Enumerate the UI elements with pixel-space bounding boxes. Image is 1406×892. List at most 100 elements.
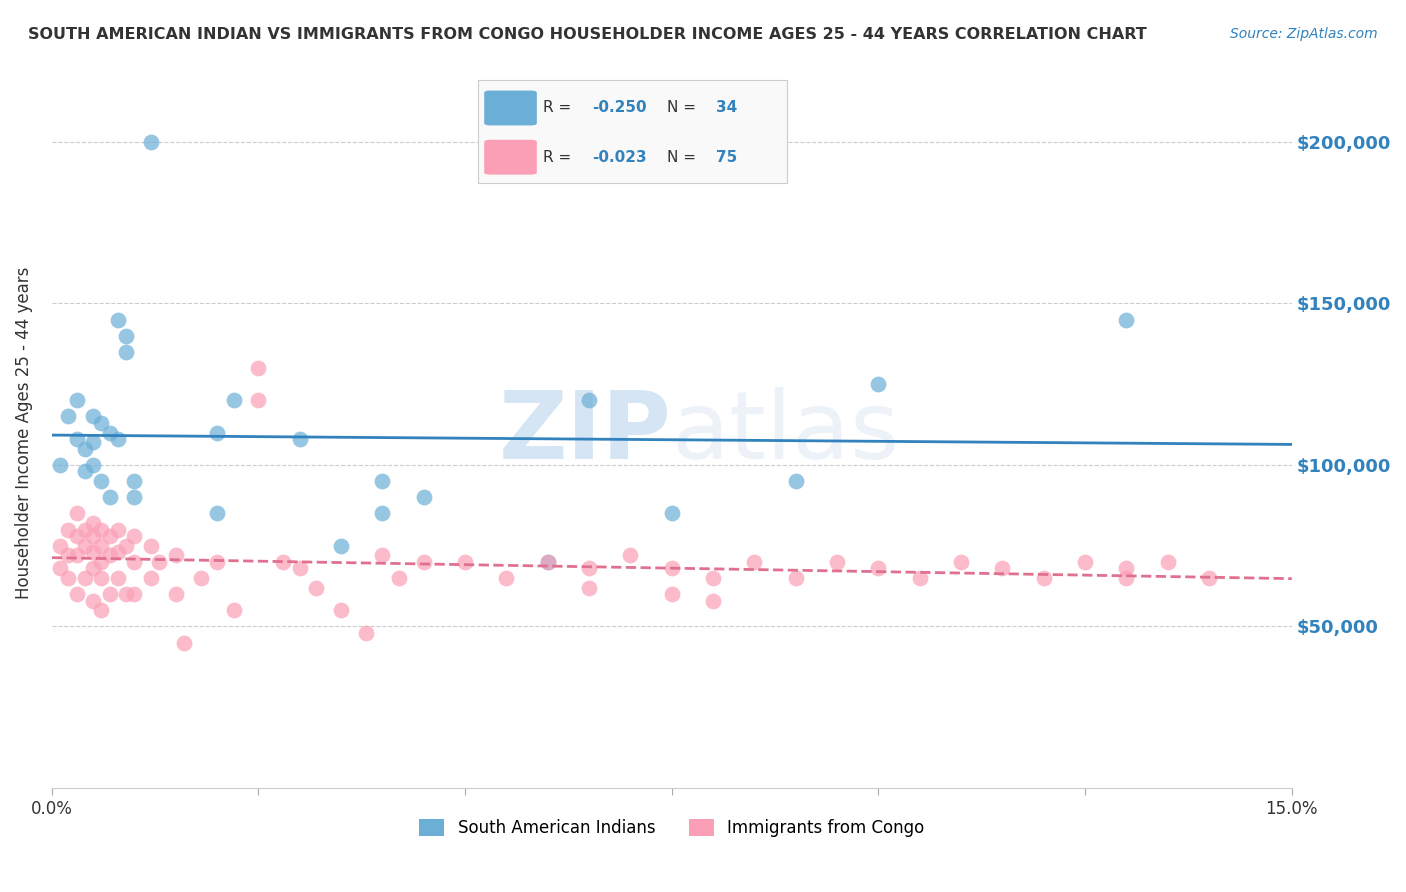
Point [58, 571, 80, 585]
Point [115, 587, 138, 601]
Text: atlas: atlas [672, 386, 900, 479]
Point [271, 555, 294, 569]
Point [90, 555, 112, 569]
Point [1115, 312, 1137, 326]
Point [619, 549, 641, 563]
Text: -0.250: -0.250 [592, 101, 647, 115]
Text: SOUTH AMERICAN INDIAN VS IMMIGRANTS FROM CONGO HOUSEHOLDER INCOME AGES 25 - 44 Y: SOUTH AMERICAN INDIAN VS IMMIGRANTS FROM… [28, 27, 1147, 42]
Point [107, 545, 129, 559]
Point [785, 571, 807, 585]
Point [49, 539, 72, 553]
Point [107, 312, 129, 326]
Point [1198, 571, 1220, 585]
Point [82, 529, 104, 543]
Point [90, 571, 112, 585]
Point [744, 555, 766, 569]
Point [107, 523, 129, 537]
Point [73, 539, 96, 553]
Point [115, 345, 138, 359]
Point [107, 571, 129, 585]
Point [1115, 571, 1137, 585]
Point [537, 555, 560, 569]
Point [868, 561, 890, 575]
Point [58, 523, 80, 537]
Point [82, 593, 104, 607]
Point [173, 635, 195, 649]
Point [165, 549, 187, 563]
Point [247, 393, 270, 408]
Point [82, 561, 104, 575]
Point [90, 416, 112, 430]
Point [139, 571, 162, 585]
Point [98, 529, 121, 543]
Text: Source: ZipAtlas.com: Source: ZipAtlas.com [1230, 27, 1378, 41]
Point [388, 571, 411, 585]
Point [65, 393, 87, 408]
Y-axis label: Householder Income Ages 25 - 44 years: Householder Income Ages 25 - 44 years [15, 267, 32, 599]
Point [82, 409, 104, 424]
Point [90, 523, 112, 537]
Point [578, 393, 600, 408]
Point [98, 425, 121, 440]
Point [702, 593, 724, 607]
Point [991, 561, 1014, 575]
Text: N =: N = [666, 150, 700, 165]
Point [305, 581, 328, 595]
Point [49, 561, 72, 575]
Point [288, 432, 311, 446]
Point [139, 539, 162, 553]
Point [65, 587, 87, 601]
Point [205, 555, 228, 569]
Text: R =: R = [543, 101, 576, 115]
Point [537, 555, 560, 569]
Point [578, 561, 600, 575]
Point [139, 135, 162, 149]
Text: -0.023: -0.023 [592, 150, 647, 165]
Point [49, 458, 72, 472]
Point [98, 587, 121, 601]
Point [65, 549, 87, 563]
Point [868, 377, 890, 392]
Point [124, 587, 146, 601]
Point [82, 458, 104, 472]
Point [124, 490, 146, 504]
Point [58, 409, 80, 424]
Point [65, 529, 87, 543]
Point [1157, 555, 1180, 569]
Point [148, 555, 170, 569]
Point [454, 555, 477, 569]
Point [190, 571, 212, 585]
Text: N =: N = [666, 101, 700, 115]
FancyBboxPatch shape [484, 140, 537, 175]
Point [98, 490, 121, 504]
Point [371, 549, 394, 563]
Point [124, 529, 146, 543]
Point [73, 442, 96, 456]
Point [702, 571, 724, 585]
Point [73, 571, 96, 585]
Point [124, 474, 146, 488]
Point [661, 561, 683, 575]
Point [165, 587, 187, 601]
Point [65, 507, 87, 521]
Point [288, 561, 311, 575]
Point [330, 603, 353, 617]
Point [82, 545, 104, 559]
Point [950, 555, 973, 569]
Point [58, 549, 80, 563]
Point [115, 328, 138, 343]
Text: 75: 75 [716, 150, 738, 165]
Point [82, 435, 104, 450]
Legend: South American Indians, Immigrants from Congo: South American Indians, Immigrants from … [412, 812, 931, 844]
Point [495, 571, 517, 585]
Text: R =: R = [543, 150, 576, 165]
Point [412, 490, 434, 504]
Point [107, 432, 129, 446]
Point [1115, 561, 1137, 575]
Point [90, 539, 112, 553]
Point [73, 464, 96, 478]
Point [908, 571, 931, 585]
Point [1074, 555, 1097, 569]
Point [90, 474, 112, 488]
Point [412, 555, 434, 569]
